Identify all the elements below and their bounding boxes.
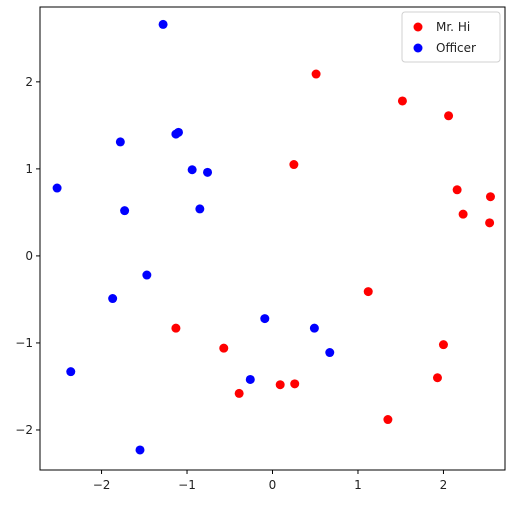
data-point	[325, 348, 335, 358]
x-tick-label: 2	[440, 478, 448, 492]
data-point	[115, 137, 125, 147]
data-point	[290, 379, 300, 389]
data-point	[275, 380, 285, 390]
data-point	[108, 294, 118, 304]
data-point	[245, 374, 255, 384]
data-point	[171, 323, 181, 333]
points-layer	[52, 19, 495, 455]
data-point	[383, 415, 393, 425]
plot-frame	[39, 6, 506, 471]
data-point	[444, 111, 454, 121]
data-point	[187, 165, 197, 175]
data-point	[234, 388, 244, 398]
data-point	[219, 343, 229, 353]
data-point	[135, 445, 145, 455]
x-tick-label: −1	[178, 478, 196, 492]
legend: Mr. Hi Officer	[401, 11, 501, 63]
data-point	[203, 167, 213, 177]
data-point	[452, 185, 462, 195]
legend-label: Mr. Hi	[436, 20, 470, 34]
data-point	[260, 314, 270, 324]
data-point	[195, 204, 205, 214]
x-tick-label: 0	[269, 478, 277, 492]
data-point	[438, 340, 448, 350]
data-point	[311, 69, 321, 79]
data-point	[485, 192, 495, 202]
y-tick-label: −2	[15, 423, 33, 437]
legend-label: Officer	[436, 41, 476, 55]
data-point	[158, 19, 168, 29]
data-point	[120, 206, 130, 216]
y-tick-label: −1	[15, 336, 33, 350]
legend-marker	[413, 22, 423, 32]
legend-marker	[413, 43, 423, 53]
data-point	[309, 323, 319, 333]
data-point	[52, 183, 62, 193]
y-tick-label: 0	[25, 249, 33, 263]
data-point	[173, 127, 183, 137]
data-point	[458, 209, 468, 219]
x-tick-label: 1	[354, 478, 362, 492]
axes-layer: −2 −1 0 1 2 −2 −1 0 1 2	[15, 6, 506, 492]
data-point	[142, 270, 152, 280]
y-tick-label: 2	[25, 75, 33, 89]
legend-box	[401, 11, 501, 63]
data-point	[397, 96, 407, 106]
data-point	[363, 287, 373, 297]
y-tick-label: 1	[25, 162, 33, 176]
data-point	[432, 373, 442, 383]
data-point	[66, 367, 76, 377]
data-point	[485, 218, 495, 228]
data-point	[289, 160, 299, 170]
x-tick-label: −2	[93, 478, 111, 492]
